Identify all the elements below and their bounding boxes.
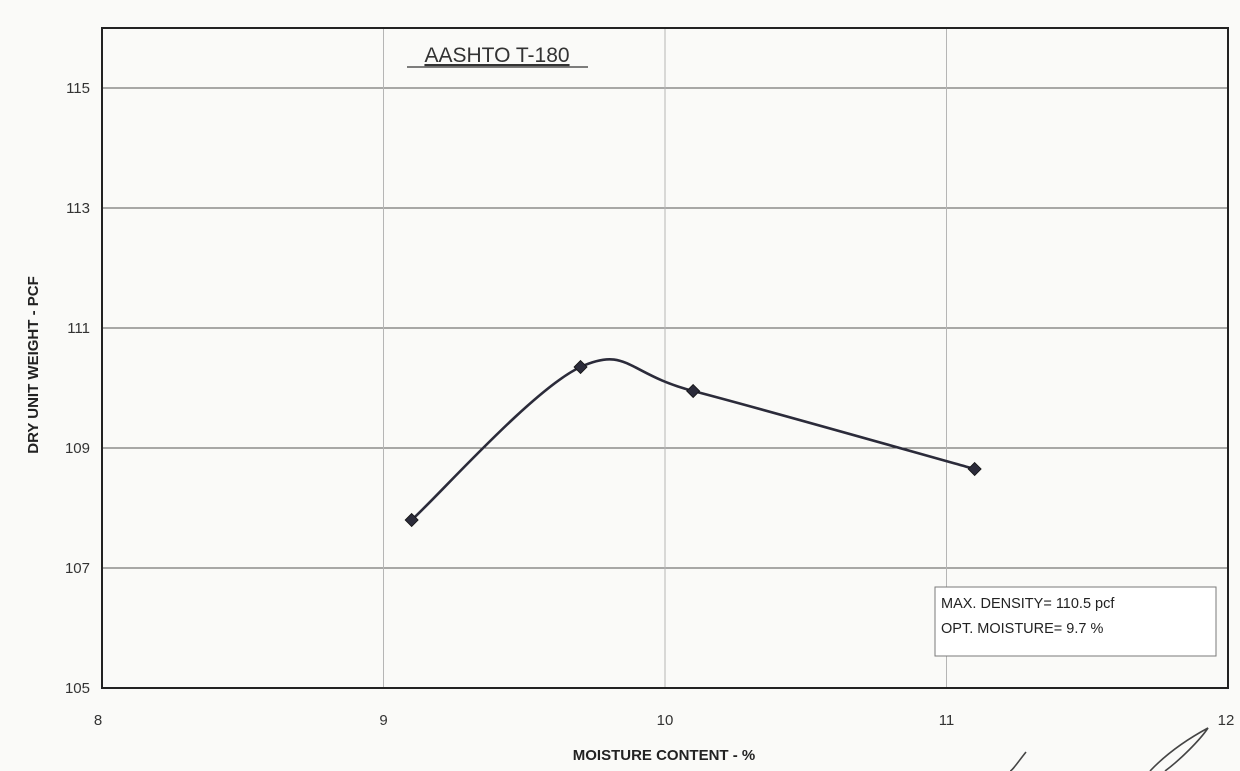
x-axis-label: MOISTURE CONTENT - % <box>573 747 756 764</box>
max-density-note: MAX. DENSITY= 110.5 pcf <box>941 596 1115 612</box>
results-box-frame <box>934 586 1217 657</box>
y-tick-label: 115 <box>66 80 90 97</box>
x-tick-label: 11 <box>939 712 955 729</box>
tick-labels: 105 107 109 111 113 115 8 9 10 11 12 <box>65 80 1234 729</box>
x-tick-label: 9 <box>379 712 387 729</box>
x-tick-label: 10 <box>657 712 674 729</box>
results-box: MAX. DENSITY= 110.5 pcf OPT. MOISTURE= 9… <box>934 586 1217 657</box>
signature-scribble <box>1009 727 1209 771</box>
y-tick-label: 109 <box>65 440 90 457</box>
y-tick-label: 113 <box>66 200 90 217</box>
y-tick-label: 111 <box>67 320 90 337</box>
data-point-marker <box>686 383 701 399</box>
data-point-marker <box>573 359 588 375</box>
x-tick-label: 8 <box>94 712 102 729</box>
y-tick-label: 105 <box>65 680 90 697</box>
x-tick-label: 12 <box>1218 712 1235 729</box>
y-tick-label: 107 <box>65 560 90 577</box>
y-axis-label: DRY UNIT WEIGHT - PCF <box>25 276 42 454</box>
frame-layer <box>101 27 1229 689</box>
opt-moisture-note: OPT. MOISTURE= 9.7 % <box>941 621 1103 637</box>
data-point-marker <box>967 461 982 477</box>
series-layer <box>404 358 982 528</box>
data-point-marker <box>404 512 419 528</box>
chart-title: AASHTO T-180 <box>424 44 569 67</box>
compaction-curve <box>410 358 975 521</box>
plot-frame <box>101 27 1229 689</box>
